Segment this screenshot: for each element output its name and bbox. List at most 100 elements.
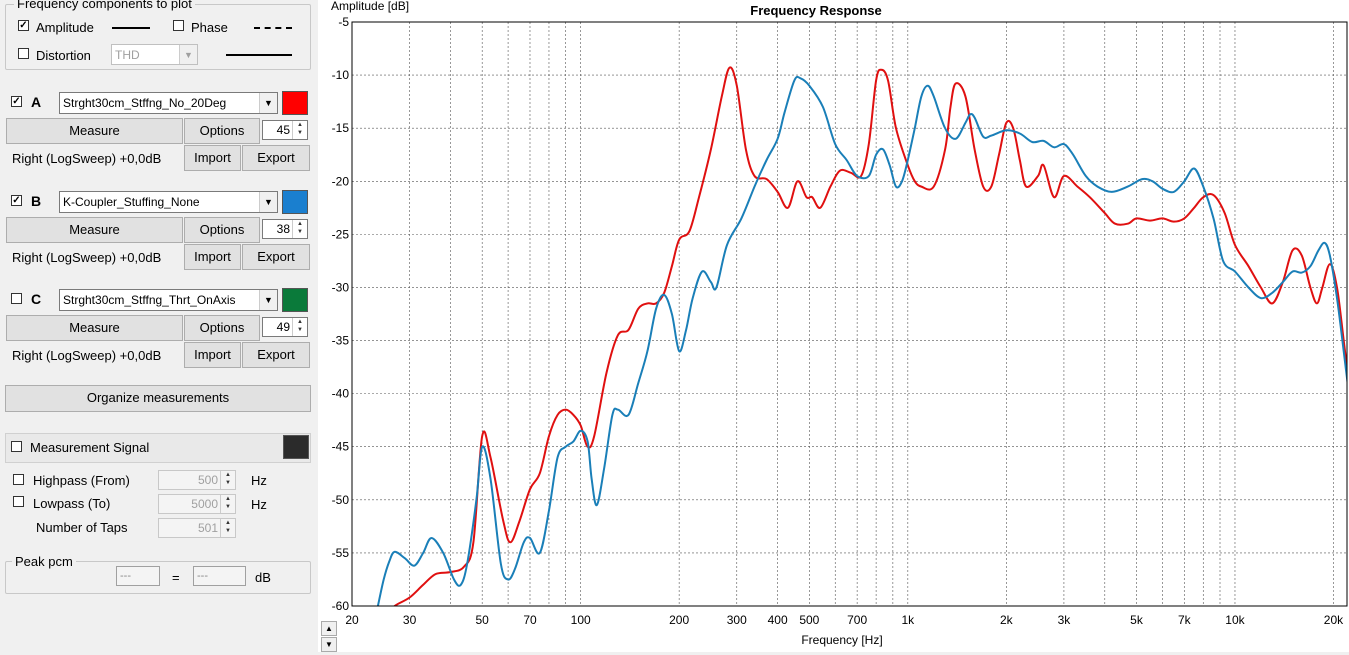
scroll-down-button[interactable]: ▼ — [321, 637, 337, 652]
x-tick-label: 100 — [571, 613, 591, 627]
x-tick-label: 500 — [799, 613, 819, 627]
updown-arrows-icon[interactable]: ▲ ▼ — [292, 318, 307, 336]
y-tick-label: -20 — [332, 174, 350, 188]
measurement-b-color-swatch[interactable] — [282, 190, 308, 214]
measurement-b-name: K-Coupler_Stuffing_None — [63, 195, 200, 209]
x-axis-label: Frequency [Hz] — [801, 633, 882, 647]
peak-group-title: Peak pcm — [12, 555, 76, 569]
measurement-b-spinner[interactable]: 38 ▲ ▼ — [262, 219, 308, 239]
chevron-down-icon: ▼ — [259, 290, 277, 310]
measurement-a-color-swatch[interactable] — [282, 91, 308, 115]
measurement-c-color-swatch[interactable] — [282, 288, 308, 312]
signal-checkbox[interactable] — [11, 441, 22, 452]
distortion-checkbox[interactable] — [18, 48, 29, 59]
updown-arrows-icon[interactable]: ▲ ▼ — [292, 121, 307, 139]
measurement-c-info: Right (LogSweep) +0,0dB — [12, 348, 162, 363]
taps-value: 501 — [197, 521, 218, 535]
distortion-type-select[interactable]: THD ▼ — [111, 44, 198, 65]
frequency-response-chart[interactable]: -5 -10 -15 -20 -25 -30 -35 -40 -45 -50 -55 -60 20 30 5… — [318, 0, 1349, 652]
x-tick-label: 70 — [523, 613, 537, 627]
x-tick-label: 400 — [768, 613, 788, 627]
y-tick-label: -50 — [332, 493, 350, 507]
measurement-c-checkbox[interactable] — [11, 293, 22, 304]
amplitude-line-sample — [112, 27, 150, 29]
updown-arrows-icon[interactable]: ▲ ▼ — [220, 495, 235, 513]
organize-measurements-button[interactable]: Organize measurements — [5, 385, 311, 412]
updown-arrows-icon[interactable]: ▲ ▼ — [220, 519, 235, 537]
lowpass-checkbox[interactable] — [13, 496, 24, 507]
lowpass-unit: Hz — [251, 497, 267, 512]
measurement-b-options-button[interactable]: Options — [184, 217, 260, 243]
y-tick-label: -10 — [332, 68, 350, 82]
x-tick-label: 30 — [403, 613, 417, 627]
phase-checkbox[interactable] — [173, 20, 184, 31]
y-tick-label: -5 — [338, 15, 349, 29]
x-tick-label: 3k — [1058, 613, 1072, 627]
measurement-b-checkbox[interactable]: ✓ — [11, 195, 22, 206]
y-tick-label: -30 — [332, 280, 350, 294]
signal-label: Measurement Signal — [30, 440, 150, 455]
lowpass-value: 5000 — [191, 497, 218, 511]
chevron-down-icon: ▼ — [259, 93, 277, 113]
measurement-c-letter: C — [31, 291, 42, 307]
measurement-c-select[interactable]: Strght30cm_Stffng_Thrt_OnAxis ▼ — [59, 289, 278, 311]
amplitude-checkbox[interactable]: ✓ — [18, 20, 29, 31]
x-tick-label: 50 — [476, 613, 490, 627]
scroll-up-button[interactable]: ▲ — [321, 621, 337, 636]
x-tick-label: 10k — [1225, 613, 1245, 627]
measurement-a-options-button[interactable]: Options — [184, 118, 260, 144]
lowpass-spinner[interactable]: 5000 ▲ ▼ — [158, 494, 236, 514]
measurement-c-import-button[interactable]: Import — [184, 342, 241, 368]
measurement-a-measure-button[interactable]: Measure — [6, 118, 183, 144]
taps-label: Number of Taps — [36, 520, 128, 535]
control-panel: Frequency components to plot ✓ Amplitude… — [0, 0, 318, 652]
chart-title: Frequency Response — [750, 3, 882, 18]
taps-spinner[interactable]: 501 ▲ ▼ — [158, 518, 236, 538]
measurement-c-options-button[interactable]: Options — [184, 315, 260, 341]
plot-frame — [351, 21, 1348, 607]
amplitude-label: Amplitude — [36, 20, 94, 35]
measurement-a-checkbox[interactable]: ✓ — [11, 96, 22, 107]
measurement-b-measure-button[interactable]: Measure — [6, 217, 183, 243]
measurement-a-select[interactable]: Strght30cm_Stffng_No_20Deg ▼ — [59, 92, 278, 114]
measurement-b-letter: B — [31, 193, 42, 209]
updown-arrows-icon[interactable]: ▲ ▼ — [292, 220, 307, 238]
measurement-b-select[interactable]: K-Coupler_Stuffing_None ▼ — [59, 191, 278, 213]
y-tick-label: -15 — [332, 121, 350, 135]
highpass-checkbox[interactable] — [13, 474, 24, 485]
measurement-b-export-button[interactable]: Export — [242, 244, 310, 270]
measurement-c-measure-button[interactable]: Measure — [6, 315, 183, 341]
series-line-a — [392, 66, 1347, 606]
grid-layer — [351, 21, 1347, 607]
distortion-label: Distortion — [36, 48, 91, 63]
x-tick-label: 7k — [1178, 613, 1192, 627]
lowpass-label: Lowpass (To) — [33, 496, 111, 511]
measurement-b-info: Right (LogSweep) +0,0dB — [12, 250, 162, 265]
measurement-b-spinner-value: 38 — [276, 222, 290, 236]
measurement-c-export-button[interactable]: Export — [242, 342, 310, 368]
measurement-c-name: Strght30cm_Stffng_Thrt_OnAxis — [63, 293, 236, 307]
x-tick-label: 2k — [1000, 613, 1014, 627]
measurement-a-export-button[interactable]: Export — [242, 145, 310, 171]
signal-color-swatch[interactable] — [283, 435, 309, 459]
measurement-c-spinner[interactable]: 49 ▲ ▼ — [262, 317, 308, 337]
highpass-value: 500 — [197, 473, 218, 487]
x-tick-label: 200 — [669, 613, 689, 627]
measurement-b-import-button[interactable]: Import — [184, 244, 241, 270]
highpass-label: Highpass (From) — [33, 473, 130, 488]
series-layer — [376, 66, 1347, 606]
y-tick-label: -60 — [332, 599, 350, 613]
x-tick-label: 1k — [901, 613, 915, 627]
updown-arrows-icon[interactable]: ▲ ▼ — [220, 471, 235, 489]
peak-unit: dB — [255, 570, 271, 585]
measurement-a-letter: A — [31, 94, 42, 110]
measurement-a-import-button[interactable]: Import — [184, 145, 241, 171]
highpass-unit: Hz — [251, 473, 267, 488]
peak-group — [5, 561, 311, 594]
highpass-spinner[interactable]: 500 ▲ ▼ — [158, 470, 236, 490]
x-tick-label: 20k — [1324, 613, 1344, 627]
components-group-title: Frequency components to plot — [14, 0, 195, 11]
y-tick-label: -25 — [332, 227, 350, 241]
measurement-a-spinner[interactable]: 45 ▲ ▼ — [262, 120, 308, 140]
